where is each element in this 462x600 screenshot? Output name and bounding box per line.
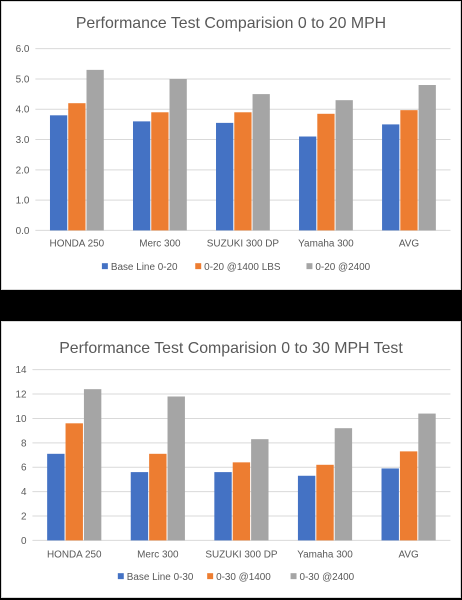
category-label: Merc 300 — [139, 238, 181, 249]
chart-0-30-mph: Performance Test Comparision 0 to 30 MPH… — [1, 321, 461, 598]
bar — [382, 124, 400, 231]
y-tick-label: 2 — [21, 511, 27, 522]
y-tick-label: 6 — [21, 463, 27, 474]
legend-swatch — [117, 573, 124, 580]
legend-swatch — [195, 263, 202, 270]
bar — [335, 100, 353, 231]
bar — [418, 413, 436, 541]
bar — [216, 122, 234, 231]
bar — [65, 423, 83, 541]
y-tick-label: 10 — [15, 414, 27, 425]
bar — [297, 475, 316, 541]
y-tick-label: 12 — [15, 390, 27, 401]
chart-0-20-mph: Performance Test Comparision 0 to 20 MPH… — [1, 1, 461, 290]
legend-label: 0-20 @1400 LBS — [204, 262, 281, 273]
y-tick-label: 6.0 — [16, 44, 30, 55]
bar — [47, 453, 65, 541]
bar — [149, 453, 167, 541]
bar — [400, 110, 418, 231]
bar — [130, 472, 149, 541]
bar — [49, 115, 68, 231]
category-label: HONDA 250 — [47, 549, 102, 560]
category-label: Yamaha 300 — [297, 549, 353, 560]
legend-label: 0-30 @2400 — [300, 572, 355, 583]
bar — [132, 121, 151, 231]
category-label: HONDA 250 — [50, 238, 105, 249]
category-label: AVG — [399, 238, 419, 249]
category-label: SUZUKI 300 DP — [205, 549, 278, 560]
category-label: Yamaha 300 — [298, 238, 354, 249]
chart-title: Performance Test Comparision 0 to 30 MPH… — [59, 340, 403, 357]
chart-svg-0-20: Performance Test Comparision 0 to 20 MPH… — [16, 15, 451, 273]
bar — [68, 103, 86, 231]
y-tick-label: 4 — [21, 487, 27, 498]
bar — [232, 462, 251, 541]
bar — [86, 69, 104, 231]
category-label: SUZUKI 300 DP — [207, 238, 280, 249]
bar — [316, 464, 334, 541]
bar — [234, 112, 252, 231]
y-tick-label: 1.0 — [16, 196, 30, 207]
bar — [399, 451, 418, 541]
legend-label: 0-30 @1400 — [216, 572, 271, 583]
bar — [151, 112, 169, 231]
bar — [83, 389, 102, 541]
category-label: Merc 300 — [137, 549, 179, 560]
bar — [167, 396, 185, 541]
y-tick-label: 2.0 — [16, 165, 30, 176]
bar — [317, 113, 335, 231]
y-tick-label: 0 — [21, 536, 27, 547]
bar — [381, 468, 399, 541]
bar — [334, 428, 353, 541]
y-tick-label: 4.0 — [16, 105, 30, 116]
legend-label: Base Line 0-30 — [127, 572, 194, 583]
legend-swatch — [207, 573, 214, 580]
category-label: AVG — [399, 549, 419, 560]
y-tick-label: 5.0 — [16, 74, 30, 85]
legend-swatch — [290, 573, 297, 580]
chart-svg-0-30: Performance Test Comparision 0 to 30 MPH… — [15, 340, 451, 583]
bar — [251, 439, 269, 541]
bar — [299, 136, 317, 231]
chart-title: Performance Test Comparision 0 to 20 MPH — [76, 15, 386, 32]
y-tick-label: 14 — [15, 365, 27, 376]
legend-label: 0-20 @2400 — [315, 262, 370, 273]
bar — [214, 472, 232, 541]
y-tick-label: 3.0 — [16, 135, 30, 146]
bar — [252, 94, 270, 231]
y-tick-label: 8 — [21, 438, 27, 449]
legend-label: Base Line 0-20 — [111, 262, 178, 273]
bar — [169, 78, 187, 231]
y-tick-label: 0.0 — [16, 226, 30, 237]
legend-swatch — [306, 263, 313, 270]
legend-swatch — [101, 263, 108, 270]
bar — [418, 85, 436, 231]
